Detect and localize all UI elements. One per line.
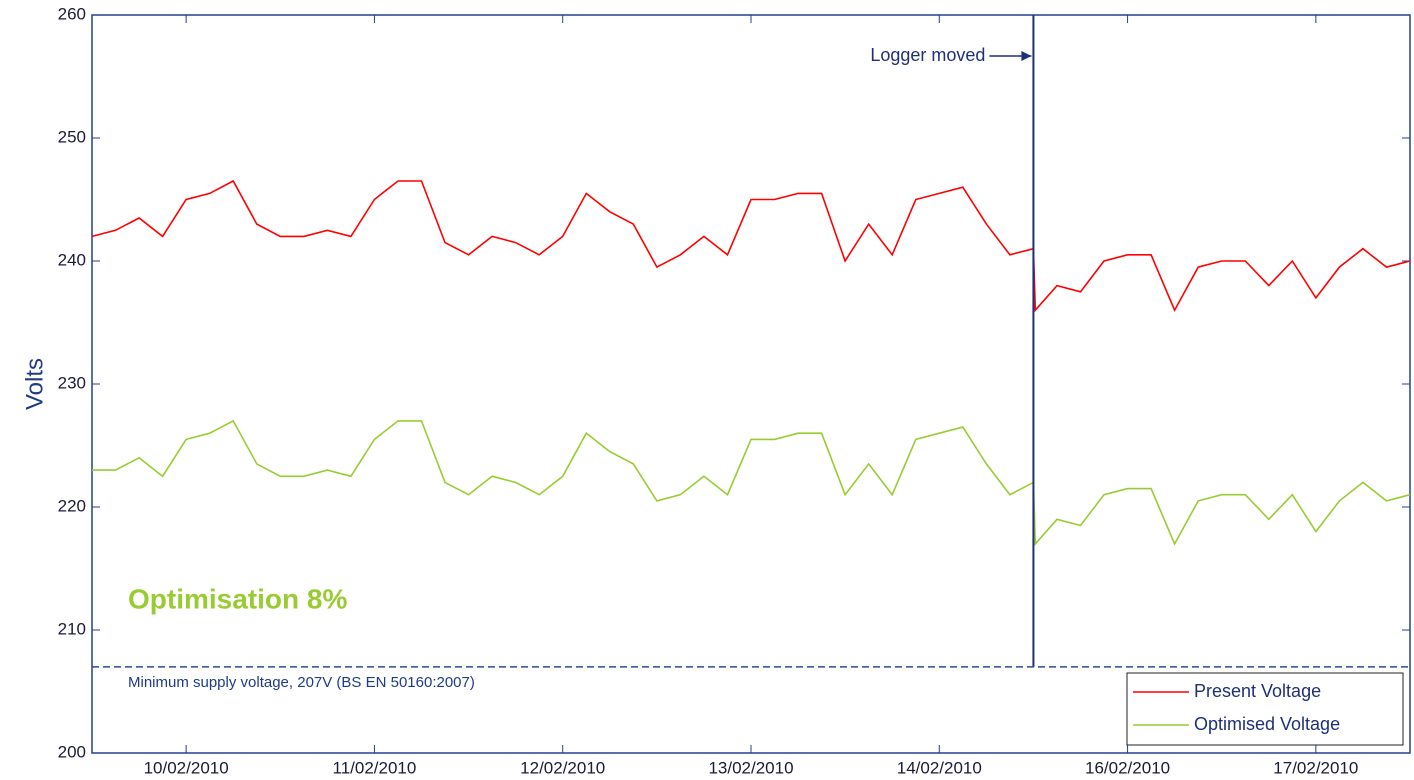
x-tick-label: 11/02/2010: [333, 758, 417, 777]
legend-label: Optimised Voltage: [1194, 714, 1340, 734]
arrow-head: [1021, 51, 1032, 61]
y-tick-label: 210: [58, 619, 86, 638]
legend-box: [1126, 672, 1404, 746]
y-tick-label: 250: [58, 127, 86, 146]
x-tick-label: 14/02/2010: [897, 758, 982, 777]
y-tick-label: 200: [58, 742, 86, 761]
x-tick-label: 12/02/2010: [520, 758, 605, 777]
series-line: [92, 419, 1411, 546]
y-axis-label: Volts: [21, 358, 48, 410]
x-tick-label: 13/02/2010: [708, 758, 793, 777]
optimisation-label: Optimisation 8%: [128, 583, 347, 614]
y-tick-label: 220: [58, 496, 86, 515]
min-voltage-label: Minimum supply voltage, 207V (BS EN 5016…: [128, 674, 475, 691]
y-tick-label: 260: [58, 4, 86, 23]
y-tick-label: 240: [58, 250, 86, 269]
legend-label: Present Voltage: [1194, 681, 1321, 701]
plot-frame: [91, 14, 1411, 754]
x-tick-label: 16/02/2010: [1085, 758, 1170, 777]
logger-moved-label: Logger moved: [870, 45, 985, 65]
x-tick-label: 10/02/2010: [144, 758, 229, 777]
x-tick-label: 17/02/2010: [1273, 758, 1358, 777]
y-tick-label: 230: [58, 373, 86, 392]
series-line: [91, 179, 1411, 313]
